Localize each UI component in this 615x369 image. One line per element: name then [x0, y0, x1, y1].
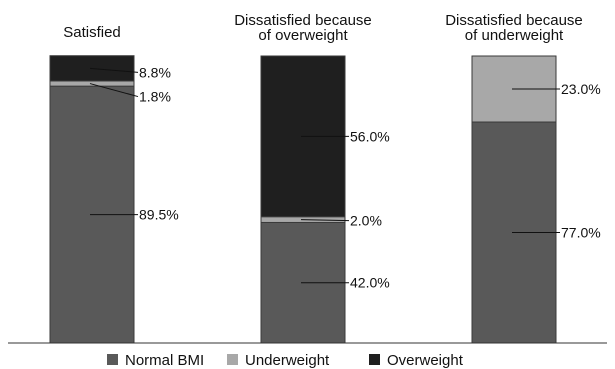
legend-label: Overweight: [387, 352, 464, 369]
category-title-line: Dissatisfied because: [234, 12, 372, 29]
data-label: 1.8%: [139, 89, 171, 105]
data-label: 56.0%: [350, 128, 390, 144]
data-label: 8.8%: [139, 64, 171, 80]
data-label: 42.0%: [350, 275, 390, 291]
category-title-line: Satisfied: [63, 24, 121, 41]
category-title: Dissatisfied because of overweight: [234, 12, 372, 44]
category-title-line: of underweight: [465, 27, 564, 44]
category-title: Satisfied: [63, 24, 121, 41]
legend-label: Normal BMI: [125, 352, 204, 369]
leader-line: [89, 67, 139, 73]
legend-label: Underweight: [245, 352, 330, 369]
bar-segments: [49, 55, 557, 344]
category-title-line: Dissatisfied because: [445, 12, 583, 29]
leader-line: [89, 83, 139, 98]
data-label: 23.0%: [561, 81, 601, 97]
legend-swatch: [107, 354, 118, 365]
data-label: 2.0%: [350, 213, 382, 229]
bar-segment-underweight: [49, 80, 135, 87]
data-label: 89.5%: [139, 207, 179, 223]
data-label: 77.0%: [561, 225, 601, 241]
legend-swatch: [369, 354, 380, 365]
data-labels: 89.5% 1.8% 8.8% 42.0% 2.0% 56.0% 77.0% 23.0%: [89, 64, 601, 291]
category-title-line: of overweight: [258, 27, 348, 44]
legend: Normal BMI Underweight Overweight: [107, 352, 464, 369]
leader-line: [300, 219, 350, 222]
category-title: Dissatisfied because of underweight: [445, 12, 583, 44]
legend-swatch: [227, 354, 238, 365]
